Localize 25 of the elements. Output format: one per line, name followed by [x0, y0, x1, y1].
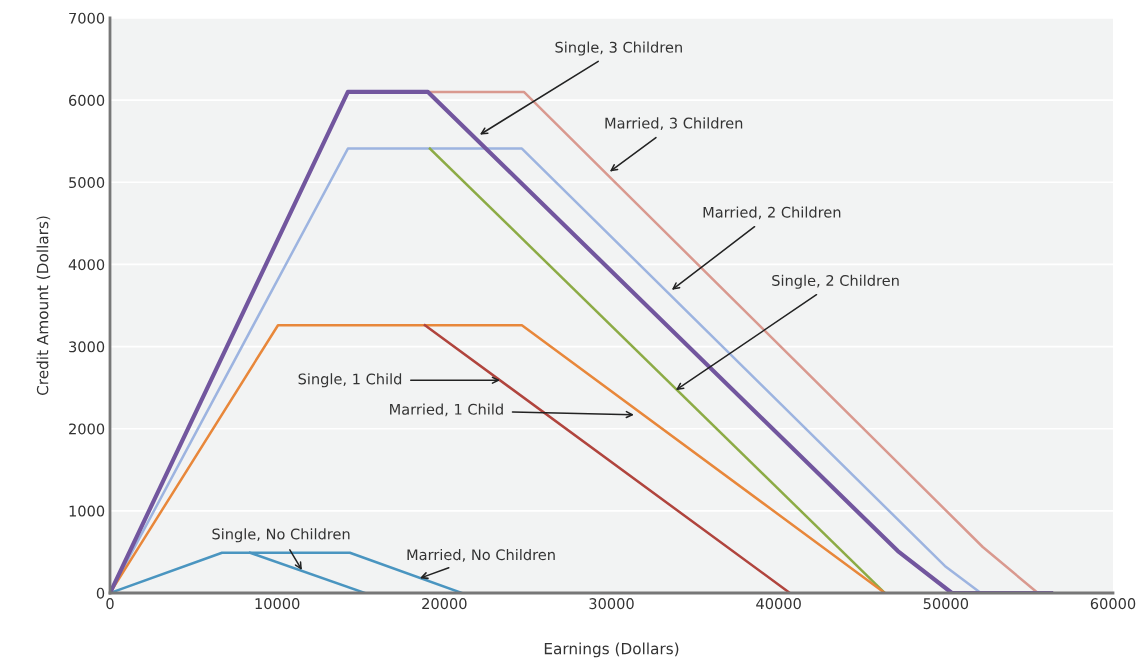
y-tick-label: 7000 — [69, 12, 105, 24]
annotation: Married, No Children — [407, 548, 555, 562]
y-tick-label: 3000 — [69, 341, 105, 353]
x-tick-label: 50000 — [923, 598, 969, 610]
x-tick-label: 20000 — [422, 598, 467, 610]
annotation: Single, No Children — [212, 528, 350, 543]
annotation: Married, 1 Child — [390, 403, 503, 417]
annotation: Married, 3 Children — [605, 117, 743, 131]
x-tick-label: 40000 — [756, 598, 801, 610]
x-tick-label: 60000 — [1090, 598, 1136, 610]
y-axis-title: Credit Amount (Dollars) — [36, 216, 51, 396]
x-tick-label: 0 — [106, 598, 114, 610]
annotation: Married, 2 Children — [703, 206, 841, 220]
x-tick-label: 10000 — [255, 598, 300, 610]
y-tick-label: 1000 — [69, 505, 105, 517]
annotation: Single, 3 Children — [555, 41, 682, 56]
y-tick-label: 0 — [96, 587, 105, 599]
annotation: Single, 1 Child — [298, 373, 402, 388]
x-tick-label: 30000 — [589, 598, 634, 610]
y-tick-label: 5000 — [69, 177, 105, 189]
y-tick-label: 2000 — [69, 423, 105, 435]
annotation: Single, 2 Children — [772, 274, 899, 289]
x-axis-title: Earnings (Dollars) — [544, 642, 679, 658]
y-tick-label: 6000 — [69, 94, 105, 106]
y-tick-label: 4000 — [68, 259, 105, 271]
